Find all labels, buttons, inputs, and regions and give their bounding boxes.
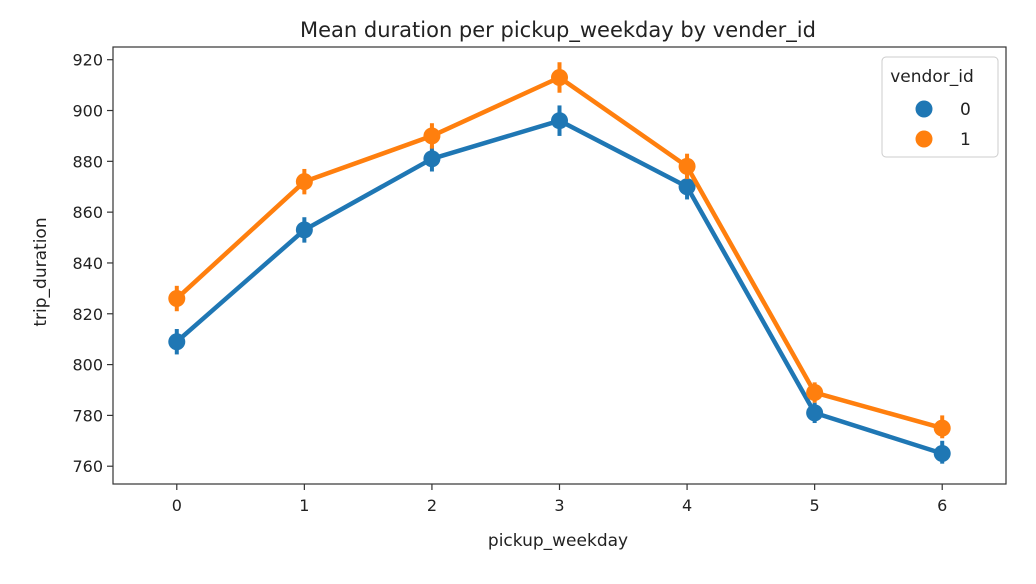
y-tick-label: 780 (72, 406, 103, 425)
plot-area (168, 62, 951, 464)
data-point (168, 333, 186, 351)
x-tick-label: 4 (682, 496, 692, 515)
series-0 (168, 105, 951, 464)
chart-title: Mean duration per pickup_weekday by vend… (300, 18, 816, 43)
y-axis-label: trip_duration (31, 217, 51, 326)
series-1 (168, 62, 951, 439)
x-axis: 0 1 2 3 4 5 6 (172, 484, 947, 515)
data-point (295, 221, 313, 239)
x-axis-label: pickup_weekday (488, 531, 628, 551)
y-tick-label: 860 (72, 203, 103, 222)
y-axis: 760 780 800 820 840 860 880 900 920 (72, 51, 113, 476)
y-tick-label: 900 (72, 102, 103, 121)
series-line (175, 118, 943, 456)
data-point (678, 178, 696, 196)
data-point (933, 419, 951, 437)
y-tick-label: 820 (72, 305, 103, 324)
data-point (806, 384, 824, 402)
data-point (551, 112, 568, 130)
legend: vendor_id 0 1 (881, 56, 999, 158)
y-tick-label: 800 (72, 356, 103, 375)
data-point (551, 68, 568, 86)
data-point (678, 157, 696, 175)
y-tick-label: 840 (72, 254, 103, 273)
y-tick-label: 760 (72, 457, 103, 476)
legend-box (881, 56, 999, 158)
legend-label: 0 (960, 100, 971, 120)
data-point (806, 404, 824, 422)
data-point (933, 445, 951, 463)
data-point (168, 290, 186, 308)
x-tick-label: 5 (810, 496, 820, 515)
legend-marker (915, 100, 933, 118)
y-tick-label: 920 (72, 51, 103, 70)
x-tick-label: 0 (172, 496, 182, 515)
legend-label: 1 (960, 130, 971, 150)
x-tick-label: 2 (427, 496, 437, 515)
x-tick-label: 6 (937, 496, 947, 515)
x-tick-label: 3 (554, 496, 564, 515)
data-point (423, 150, 441, 168)
x-tick-label: 1 (299, 496, 309, 515)
data-point (423, 127, 441, 145)
legend-title: vendor_id (890, 67, 974, 87)
plot-frame (112, 46, 1007, 485)
y-tick-label: 880 (72, 152, 103, 171)
legend-marker (915, 130, 933, 148)
data-point (295, 173, 313, 191)
